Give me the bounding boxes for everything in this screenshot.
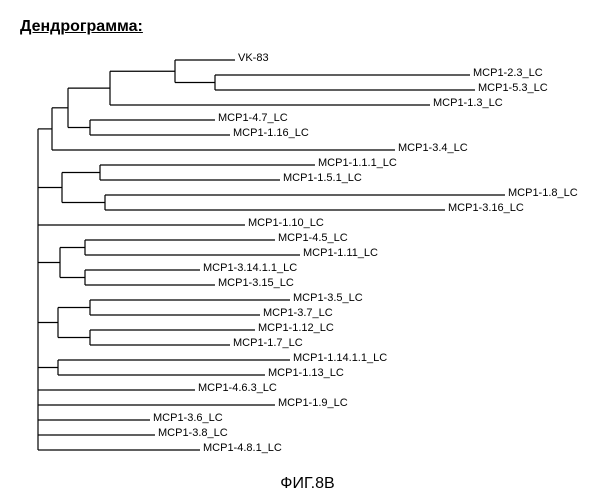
leaf-label: MCP1-1.14.1.1_LC [293, 352, 387, 364]
leaf-label: MCP1-1.16_LC [233, 127, 309, 139]
leaf-label: MCP1-1.8_LC [508, 187, 578, 199]
leaf-label: MCP1-1.1.1_LC [318, 157, 397, 169]
leaf-label: MCP1-1.11_LC [303, 247, 378, 259]
leaf-label: MCP1-4.8.1_LC [203, 442, 282, 454]
leaf-label: MCP1-3.7_LC [263, 307, 333, 319]
leaf-label: MCP1-3.4_LC [398, 142, 468, 154]
leaf-label: MCP1-1.5.1_LC [283, 172, 362, 184]
leaf-label: MCP1-1.12_LC [258, 322, 334, 334]
leaf-label: MCP1-1.9_LC [278, 397, 348, 409]
leaf-label: MCP1-4.7_LC [218, 112, 288, 124]
leaf-label: MCP1-2.3_LC [473, 67, 543, 79]
leaf-label: MCP1-5.3_LC [478, 82, 548, 94]
leaf-label: MCP1-4.6.3_LC [198, 382, 277, 394]
leaf-label: MCP1-1.7_LC [233, 337, 303, 349]
leaf-label: MCP1-1.3_LC [433, 97, 503, 109]
leaf-label: MCP1-1.10_LC [248, 217, 324, 229]
leaf-label: MCP1-3.15_LC [218, 277, 294, 289]
leaf-label: MCP1-1.13_LC [268, 367, 344, 379]
leaf-label: MCP1-4.5_LC [278, 232, 348, 244]
figure-caption: ФИГ.8B [0, 475, 615, 493]
leaf-label: MCP1-3.16_LC [448, 202, 524, 214]
leaf-label: MCP1-3.5_LC [293, 292, 363, 304]
leaf-label: VK-83 [238, 52, 269, 64]
leaf-label: MCP1-3.14.1.1_LC [203, 262, 297, 274]
leaf-label: MCP1-3.8_LC [158, 427, 228, 439]
leaf-label: MCP1-3.6_LC [153, 412, 223, 424]
